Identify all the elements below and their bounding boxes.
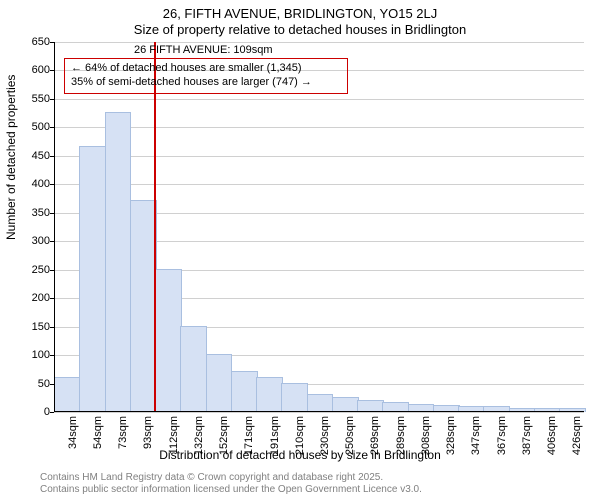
grid-line (54, 412, 584, 413)
y-tick-label: 450 (20, 150, 50, 162)
y-tick-label: 100 (20, 349, 50, 361)
bar (307, 394, 334, 412)
plot-area: 0501001502002503003504004505005506006503… (54, 42, 584, 412)
bars (54, 42, 584, 412)
bar (130, 200, 157, 412)
bar (256, 377, 283, 412)
y-tick-label: 50 (20, 378, 50, 390)
footer-attribution: Contains HM Land Registry data © Crown c… (40, 472, 422, 496)
y-tick-label: 600 (20, 64, 50, 76)
y-tick-label: 0 (20, 406, 50, 418)
y-tick-label: 300 (20, 235, 50, 247)
chart-title-line1: 26, FIFTH AVENUE, BRIDLINGTON, YO15 2LJ (0, 6, 600, 21)
y-tick-label: 550 (20, 93, 50, 105)
bar (54, 377, 81, 412)
annotation-line2: 35% of semi-detached houses are larger (… (71, 76, 341, 90)
annotation-line1: ← 64% of detached houses are smaller (1,… (71, 62, 341, 76)
bar (79, 146, 106, 412)
y-tick-label: 150 (20, 321, 50, 333)
x-axis-label: Distribution of detached houses by size … (0, 448, 600, 462)
y-tick-label: 650 (20, 36, 50, 48)
footer-line1: Contains HM Land Registry data © Crown c… (40, 472, 422, 484)
bar (105, 112, 132, 412)
y-axis-label: Number of detached properties (4, 75, 18, 240)
chart-title-line2: Size of property relative to detached ho… (0, 22, 600, 37)
y-tick-label: 350 (20, 207, 50, 219)
chart-container: 26, FIFTH AVENUE, BRIDLINGTON, YO15 2LJ … (0, 0, 600, 500)
y-tick-label: 250 (20, 264, 50, 276)
y-axis (54, 42, 55, 412)
bar (180, 326, 207, 412)
bar (332, 397, 359, 412)
annotation-box: ← 64% of detached houses are smaller (1,… (64, 58, 348, 94)
bar (155, 269, 182, 412)
annotation-title: 26 FIFTH AVENUE: 109sqm (134, 44, 273, 56)
x-axis (54, 411, 584, 412)
bar (231, 371, 258, 412)
footer-line2: Contains public sector information licen… (40, 484, 422, 496)
marker-line (154, 42, 156, 412)
bar (206, 354, 233, 412)
y-tick-label: 400 (20, 178, 50, 190)
y-tick-label: 200 (20, 292, 50, 304)
bar (281, 383, 308, 412)
y-tick-label: 500 (20, 121, 50, 133)
